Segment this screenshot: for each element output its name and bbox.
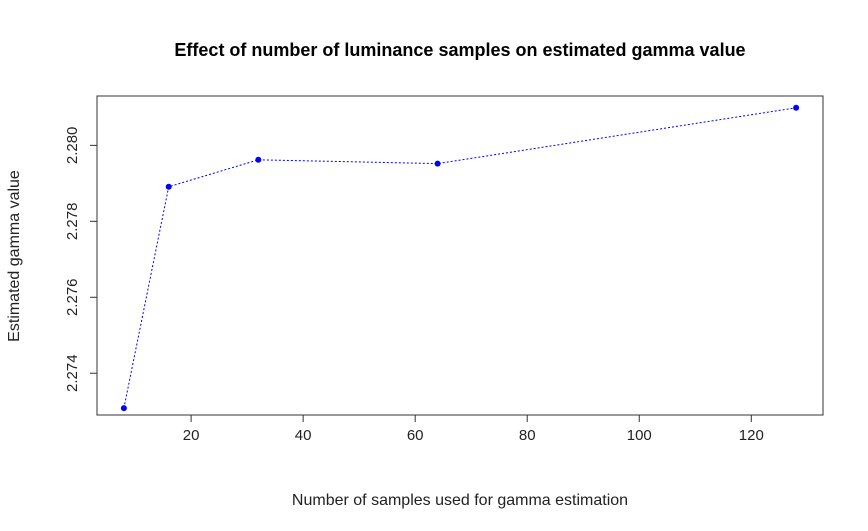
y-tick-label: 2.276 — [64, 279, 81, 317]
data-point — [120, 405, 127, 412]
data-point — [255, 156, 262, 163]
x-tick-label: 40 — [295, 427, 312, 444]
data-point — [165, 183, 172, 190]
series-line — [123, 107, 797, 409]
y-axis-label: Estimated gamma value — [6, 170, 23, 342]
plot-frame — [96, 95, 824, 416]
x-tick-label: 100 — [627, 427, 652, 444]
data-point — [793, 104, 800, 111]
data-point — [434, 160, 441, 167]
x-tick-label: 20 — [183, 427, 200, 444]
x-tick-label: 120 — [739, 427, 764, 444]
x-tick-label: 60 — [407, 427, 424, 444]
chart-title: Effect of number of luminance samples on… — [174, 40, 745, 60]
y-tick-label: 2.278 — [64, 203, 81, 241]
y-tick-label: 2.280 — [64, 127, 81, 165]
x-tick-label: 80 — [519, 427, 536, 444]
x-axis-label: Number of samples used for gamma estimat… — [292, 492, 628, 509]
y-tick-label: 2.274 — [64, 354, 81, 392]
